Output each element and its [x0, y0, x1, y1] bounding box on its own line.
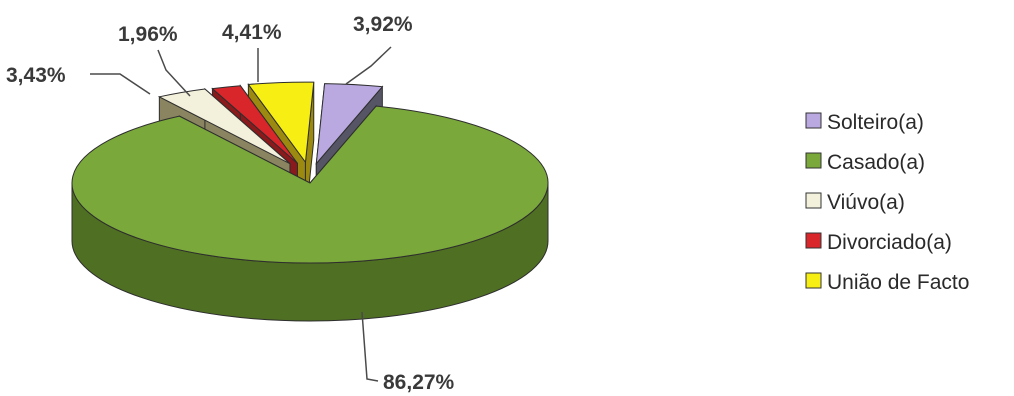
pie-slice-casado — [71, 105, 549, 264]
legend-label-uniao: União de Facto — [827, 271, 969, 294]
label-leader-lines — [90, 46, 392, 382]
legend-swatch-divorciado — [805, 232, 822, 249]
pie-slice-solteiro — [315, 83, 384, 166]
pie-slice-viuvo — [157, 88, 291, 165]
pie-slice-divorciado — [211, 85, 298, 164]
legend-label-viuvo: Viúvo(a) — [827, 191, 905, 214]
legend-label-divorciado: Divorciado(a) — [827, 231, 952, 254]
leader-line-solteiro — [345, 46, 392, 85]
leader-line-viuvo — [90, 73, 151, 95]
pie-slice-uniao — [247, 81, 315, 164]
legend-label-casado: Casado(a) — [827, 151, 925, 174]
pie-tops — [71, 81, 549, 264]
data-label-divorciado: 1,96% — [118, 23, 178, 46]
data-label-viuvo: 3,43% — [6, 64, 66, 87]
legend-swatch-uniao — [805, 272, 822, 289]
data-label-casado: 86,27% — [383, 371, 455, 394]
legend-swatch-solteiro — [805, 112, 822, 129]
legend-swatch-viuvo — [805, 192, 822, 209]
leader-line-divorciado — [157, 49, 191, 97]
leader-line-casado — [361, 311, 379, 382]
legend: Solteiro(a) Casado(a) Viúvo(a) Divorciad… — [805, 111, 969, 294]
legend-swatch-casado — [805, 152, 822, 169]
data-label-uniao: 4,41% — [222, 21, 282, 44]
data-label-solteiro: 3,92% — [353, 13, 413, 36]
legend-label-solteiro: Solteiro(a) — [827, 111, 924, 134]
